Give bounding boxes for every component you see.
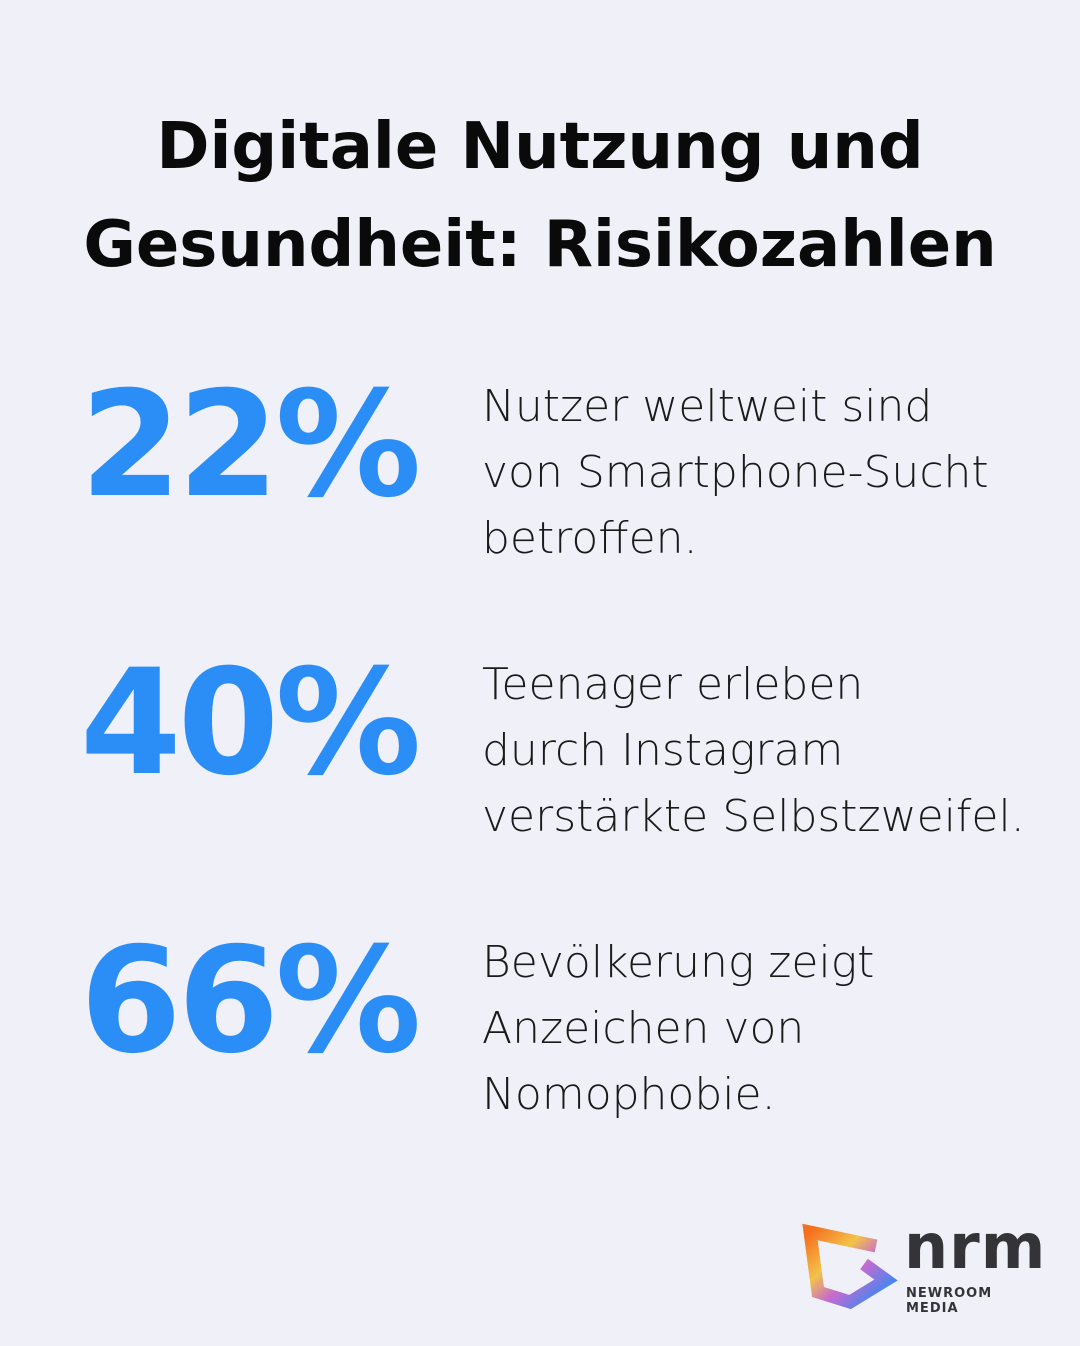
stat-line: Nutzer weltweit sind — [482, 381, 933, 432]
title-line-2: Gesundheit: Risikozahlen — [83, 208, 997, 282]
stat-line: Teenager erleben — [482, 659, 864, 710]
stat-line: Anzeichen von — [482, 1003, 805, 1054]
stat-value: 22% — [80, 360, 421, 530]
stat-line: Nomophobie. — [482, 1069, 776, 1120]
stat-line: Bevölkerung zeigt — [482, 937, 875, 988]
logo-mark-icon — [802, 1223, 898, 1310]
stat-value: 40% — [80, 638, 421, 808]
newroom-media-logo: nrm NEWROOM MEDIA — [798, 1210, 1048, 1316]
stat-value: 66% — [80, 916, 421, 1086]
stat-description: Teenager erleben durch Instagram verstär… — [482, 652, 1042, 850]
stat-line: durch Instagram — [482, 725, 844, 776]
title-line-1: Digitale Nutzung und — [156, 110, 924, 184]
stat-description: Bevölkerung zeigt Anzeichen von Nomophob… — [482, 930, 1042, 1128]
page-title: Digitale Nutzung und Gesundheit: Risikoz… — [0, 98, 1080, 294]
logo-subtitle: NEWROOM MEDIA — [906, 1286, 993, 1316]
stat-line: betroffen. — [482, 513, 698, 564]
logo-wordmark: nrm — [904, 1210, 1047, 1283]
stat-line: von Smartphone-Sucht — [482, 447, 989, 498]
stat-description: Nutzer weltweit sind von Smartphone-Such… — [482, 374, 1042, 572]
stat-line: verstärkte Selbstzweifel. — [482, 791, 1025, 842]
